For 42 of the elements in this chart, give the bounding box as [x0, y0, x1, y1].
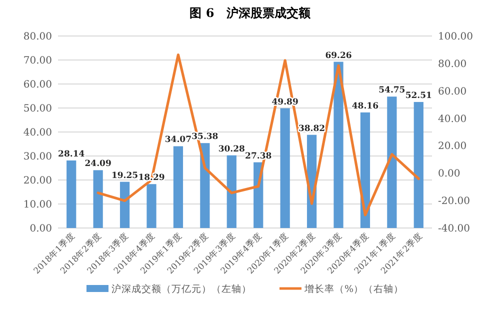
bar	[226, 155, 236, 228]
data-label: 19.25	[111, 170, 138, 181]
data-label: 24.09	[84, 159, 112, 170]
y2-tick-label: 60.00	[438, 86, 467, 98]
y-tick-label: 50.00	[23, 104, 52, 114]
y-tick-label: 70.00	[23, 56, 52, 66]
bar	[334, 62, 344, 228]
data-label: 30.28	[218, 144, 246, 154]
bar	[120, 182, 130, 228]
y-tick-label: 80.00	[23, 32, 52, 42]
bar	[414, 102, 424, 228]
y-tick-label: 30.00	[23, 152, 52, 162]
y2-tick-label: -40.00	[438, 224, 470, 234]
y-tick-label: 0.00	[30, 224, 52, 234]
data-label: 38.82	[298, 124, 326, 134]
bar	[146, 184, 156, 228]
legend-label: 沪深成交额（万亿元）（左轴）	[111, 283, 252, 295]
bar	[93, 170, 103, 228]
y-tick-label: 60.00	[23, 80, 52, 90]
data-label: 28.14	[58, 149, 85, 160]
data-label: 69.26	[325, 50, 352, 61]
data-label: 48.16	[352, 101, 379, 112]
bar	[200, 143, 210, 228]
y-tick-label: 10.00	[23, 200, 52, 210]
bar	[280, 108, 290, 228]
legend-label: 增长率（%）（右轴）	[303, 283, 404, 295]
y-tick-label: 40.00	[23, 128, 52, 138]
bar	[66, 160, 76, 228]
data-label: 52.51	[405, 90, 432, 101]
y2-tick-label: 40.00	[438, 114, 467, 125]
bar	[173, 146, 184, 228]
y-tick-label: 20.00	[23, 176, 52, 186]
y2-tick-label: 0.00	[438, 168, 460, 180]
chart-title: 图 6 沪深股票成交额	[190, 6, 312, 20]
y2-tick-label: -20.00	[438, 196, 470, 208]
bar	[387, 96, 397, 228]
data-label: 54.75	[378, 86, 406, 96]
bar	[360, 112, 370, 228]
data-label: 34.07	[164, 135, 192, 146]
y2-tick-label: 80.00	[438, 58, 467, 70]
y2-tick-label: 20.00	[438, 141, 467, 152]
y2-tick-label: 100.00	[438, 32, 473, 42]
